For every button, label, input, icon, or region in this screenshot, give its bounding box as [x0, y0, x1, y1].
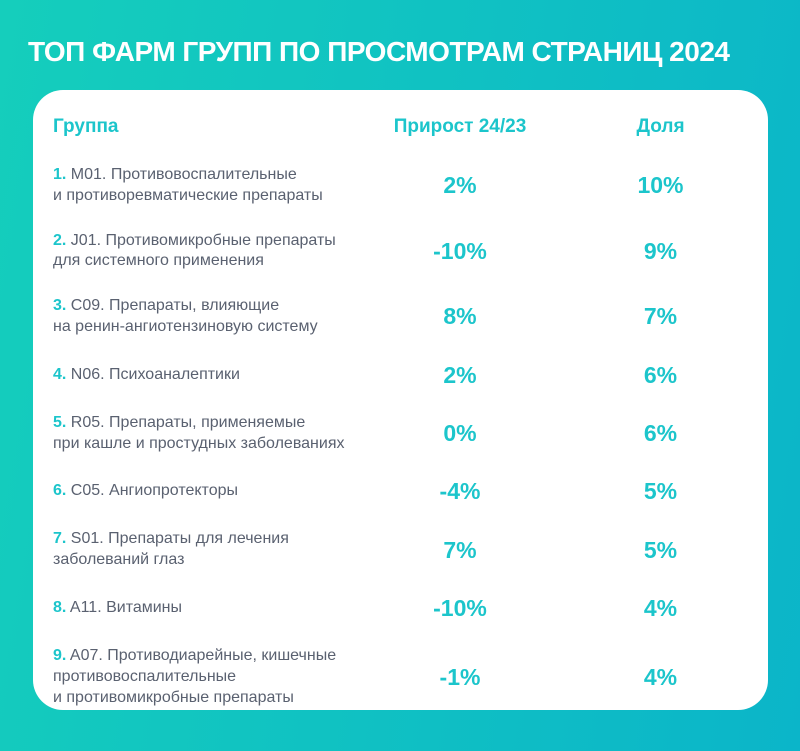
table-row: 9. A07. Противодиарейные, кишечные проти… [53, 646, 748, 708]
table-row: 7. S01. Препараты для лечения заболевани… [53, 529, 748, 571]
group-name: C09. Препараты, влияющие на ренин-ангиот… [53, 297, 318, 335]
group-name: S01. Препараты для лечения заболеваний г… [53, 530, 289, 569]
row-rank: 9. [53, 646, 67, 664]
share-value: 5% [643, 536, 678, 563]
group-cell: 8. A11. Витамины [53, 598, 347, 619]
share-value: 9% [643, 237, 678, 264]
row-rank: 6. [53, 482, 67, 500]
share-value: 7% [643, 303, 678, 330]
group-cell: 2. J01. Противомикробные препараты для с… [53, 231, 347, 273]
share-value: 6% [643, 420, 678, 447]
growth-value: -1% [439, 663, 481, 690]
group-cell: 3. C09. Препараты, влияющие на ренин-анг… [53, 296, 347, 338]
row-rank: 3. [53, 297, 67, 315]
share-value: 4% [643, 663, 678, 690]
share-value: 10% [637, 172, 684, 199]
group-name: A07. Противодиарейные, кишечные противов… [53, 646, 337, 706]
table-header-row: Группа Прирост 24/23 Доля [53, 116, 748, 138]
table-row: 2. J01. Противомикробные препараты для с… [53, 231, 748, 273]
group-name: A11. Витамины [69, 599, 183, 617]
table-row: 8. A11. Витамины -10% 4% [53, 595, 748, 622]
page-title: ТОП ФАРМ ГРУПП ПО ПРОСМОТРАМ СТРАНИЦ 202… [28, 36, 730, 67]
growth-value: 0% [443, 420, 477, 447]
group-name: C05. Ангиопротекторы [70, 482, 238, 500]
growth-value: 7% [443, 536, 477, 563]
table-row: 5. R05. Препараты, применяемые при кашле… [53, 413, 748, 455]
row-rank: 1. [53, 166, 67, 183]
group-cell: 4. N06. Психоаналептики [53, 365, 347, 386]
group-name: R05. Препараты, применяемые при кашле и … [53, 413, 345, 452]
table-row: 3. C09. Препараты, влияющие на ренин-анг… [53, 296, 748, 338]
group-name: J01. Противомикробные препараты для сист… [53, 231, 336, 270]
row-rank: 8. [53, 599, 67, 617]
table-row: 1. M01. Противовоспалительные и противор… [53, 165, 748, 207]
row-rank: 2. [53, 231, 67, 249]
column-header-growth: Прирост 24/23 [393, 116, 527, 137]
row-rank: 4. [53, 365, 67, 383]
group-name: N06. Психоаналептики [70, 365, 240, 383]
share-value: 4% [643, 594, 678, 621]
growth-value: 2% [443, 361, 477, 388]
table-row: 6. C05. Ангиопротекторы -4% 5% [53, 478, 748, 505]
growth-value: 2% [443, 172, 477, 199]
group-cell: 5. R05. Препараты, применяемые при кашле… [53, 413, 347, 455]
share-value: 5% [643, 478, 678, 505]
share-value: 6% [643, 361, 678, 388]
group-cell: 9. A07. Противодиарейные, кишечные проти… [53, 646, 347, 708]
group-name: M01. Противовоспалительные и противоревм… [53, 166, 323, 204]
group-cell: 1. M01. Противовоспалительные и противор… [53, 165, 347, 207]
column-header-share: Доля [636, 116, 685, 137]
growth-value: 8% [443, 303, 477, 330]
column-header-group: Группа [53, 116, 119, 137]
table-body: 1. M01. Противовоспалительные и противор… [53, 165, 748, 708]
group-cell: 7. S01. Препараты для лечения заболевани… [53, 529, 347, 571]
growth-value: -4% [439, 478, 481, 505]
growth-value: -10% [433, 237, 487, 264]
table-card: Группа Прирост 24/23 Доля 1. M01. Против… [33, 90, 768, 710]
table-row: 4. N06. Психоаналептики 2% 6% [53, 362, 748, 389]
group-cell: 6. C05. Ангиопротекторы [53, 481, 347, 502]
growth-value: -10% [433, 594, 487, 621]
row-rank: 5. [53, 413, 67, 431]
row-rank: 7. [53, 530, 67, 548]
